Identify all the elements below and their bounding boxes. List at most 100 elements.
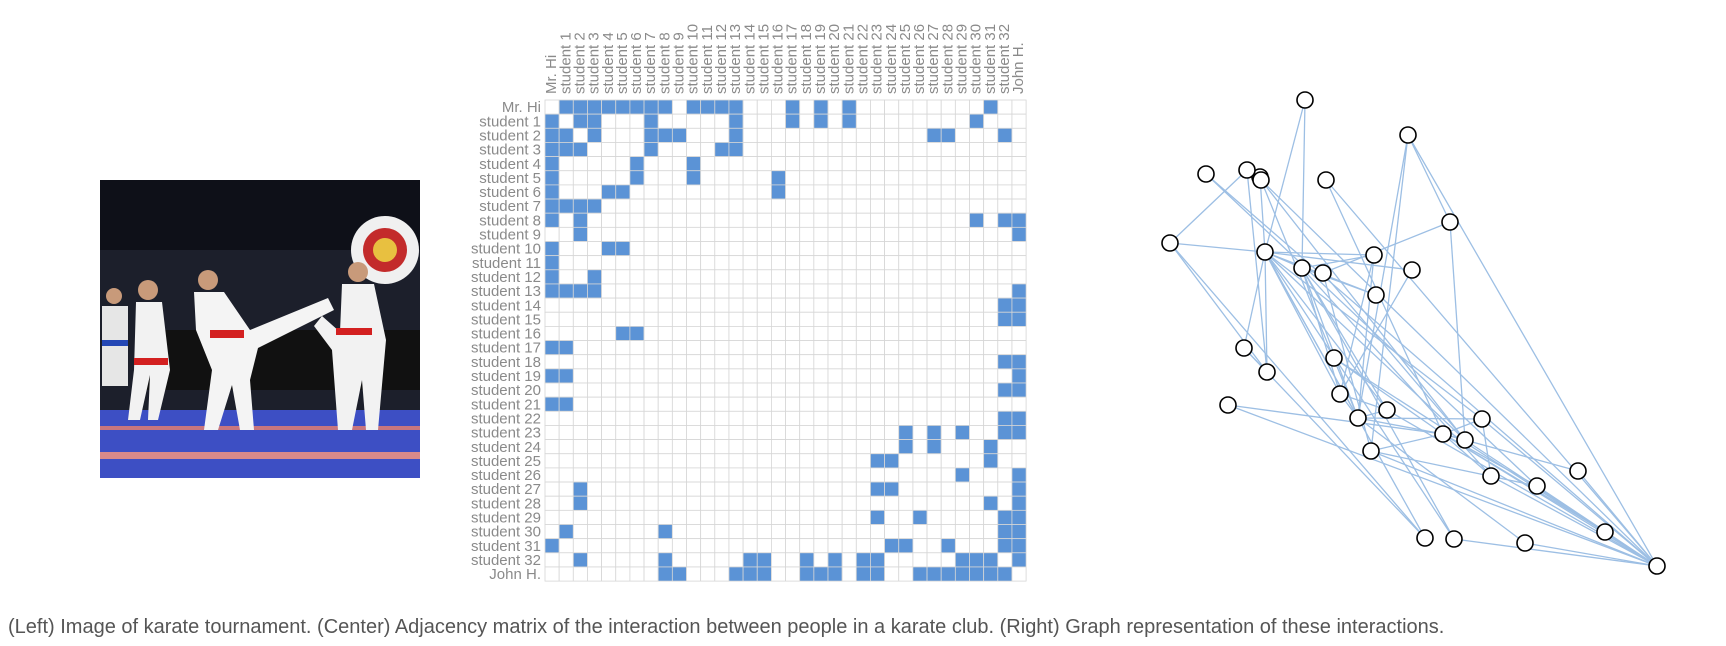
graph-edge xyxy=(1243,347,1426,539)
graph-node xyxy=(1293,259,1311,277)
row-label: student 27 xyxy=(471,481,541,498)
column-label: student 29 xyxy=(954,24,971,94)
graph-edge xyxy=(1370,134,1409,452)
row-label: student 14 xyxy=(471,297,541,314)
column-label: student 23 xyxy=(869,24,886,94)
row-label: student 32 xyxy=(471,552,541,569)
column-label: student 11 xyxy=(699,25,716,94)
graph-edge xyxy=(1260,179,1466,441)
row-label: Mr. Hi xyxy=(502,99,541,116)
column-label: student 31 xyxy=(982,24,999,94)
column-label: student 4 xyxy=(600,32,617,94)
graph-edge xyxy=(1301,267,1341,395)
column-label: student 26 xyxy=(911,24,928,94)
column-label: student 30 xyxy=(968,24,985,94)
row-label: student 31 xyxy=(471,538,541,555)
row-label: student 16 xyxy=(471,326,541,343)
graph-node xyxy=(1331,385,1349,403)
column-label: student 7 xyxy=(642,32,659,94)
column-label: student 8 xyxy=(656,32,673,94)
graph-edge xyxy=(1442,433,1658,567)
column-label: student 2 xyxy=(571,32,588,94)
column-label: student 27 xyxy=(925,24,942,94)
graph-edge xyxy=(1357,254,1375,419)
graph-edge xyxy=(1264,251,1375,256)
row-label: student 6 xyxy=(479,184,541,201)
graph-node xyxy=(1569,462,1587,480)
graph-node xyxy=(1516,534,1534,552)
graph-edge xyxy=(1205,173,1658,567)
row-label: student 12 xyxy=(471,269,541,286)
row-label: student 7 xyxy=(479,198,541,215)
graph-node xyxy=(1238,161,1256,179)
column-label: John H. xyxy=(1010,42,1027,94)
graph-edge xyxy=(1246,169,1268,373)
graph-node xyxy=(1596,523,1614,541)
graph-node xyxy=(1367,286,1385,304)
graph-edge xyxy=(1227,404,1658,567)
column-label: student 3 xyxy=(586,32,603,94)
row-label: student 17 xyxy=(471,340,541,357)
graph-node xyxy=(1219,396,1237,414)
column-label: student 17 xyxy=(784,24,801,94)
row-label: student 28 xyxy=(471,495,541,512)
graph-node xyxy=(1456,431,1474,449)
graph-edge xyxy=(1490,475,1658,567)
row-label: student 8 xyxy=(479,212,541,229)
graph-edge xyxy=(1325,179,1658,567)
column-label: student 24 xyxy=(883,24,900,94)
column-label: student 10 xyxy=(685,24,702,94)
graph-node xyxy=(1473,410,1491,428)
column-label: student 32 xyxy=(996,24,1013,94)
row-label: student 19 xyxy=(471,368,541,385)
column-label: student 5 xyxy=(614,32,631,94)
row-label: student 5 xyxy=(479,170,541,187)
row-label: student 24 xyxy=(471,439,541,456)
graph-node xyxy=(1528,477,1546,495)
row-label: student 13 xyxy=(471,283,541,300)
graph-edge xyxy=(1227,404,1444,435)
graph-edge xyxy=(1449,221,1466,441)
graph-edge xyxy=(1260,179,1658,567)
row-label: student 9 xyxy=(479,227,541,244)
column-label: Mr. Hi xyxy=(543,55,560,94)
row-label: student 25 xyxy=(471,453,541,470)
graph-edge xyxy=(1243,251,1266,349)
graph-node xyxy=(1235,339,1253,357)
graph-node xyxy=(1399,126,1417,144)
column-label: student 9 xyxy=(671,32,688,94)
row-label: student 23 xyxy=(471,425,541,442)
column-label: student 12 xyxy=(713,24,730,94)
column-label: student 6 xyxy=(628,32,645,94)
graph-edge xyxy=(1524,542,1658,567)
graph-edge xyxy=(1301,267,1388,411)
graph-edge xyxy=(1260,179,1359,419)
row-label: student 15 xyxy=(471,311,541,328)
column-label: student 19 xyxy=(812,24,829,94)
row-label: student 20 xyxy=(471,382,541,399)
row-label: student 21 xyxy=(471,396,541,413)
column-label: student 20 xyxy=(826,24,843,94)
row-label: student 11 xyxy=(472,255,541,272)
graph-edge xyxy=(1464,439,1658,567)
graph-node xyxy=(1416,529,1434,547)
graph-edge xyxy=(1407,134,1451,223)
column-label: student 21 xyxy=(840,24,857,94)
row-label: student 18 xyxy=(471,354,541,371)
graph-node xyxy=(1378,401,1396,419)
graph-node xyxy=(1434,425,1452,443)
graph-node xyxy=(1365,246,1383,264)
graph-edge xyxy=(1407,134,1658,567)
row-label: John H. xyxy=(489,566,541,583)
graph-edge xyxy=(1264,251,1455,540)
graph-node xyxy=(1197,165,1215,183)
row-label: student 26 xyxy=(471,467,541,484)
graph-node xyxy=(1252,171,1270,189)
graph-edge xyxy=(1370,450,1538,487)
graph-edge xyxy=(1370,450,1658,567)
graph-edge xyxy=(1264,99,1306,253)
row-label: student 2 xyxy=(479,127,541,144)
graph-edge xyxy=(1301,267,1455,540)
row-label: student 3 xyxy=(479,142,541,159)
